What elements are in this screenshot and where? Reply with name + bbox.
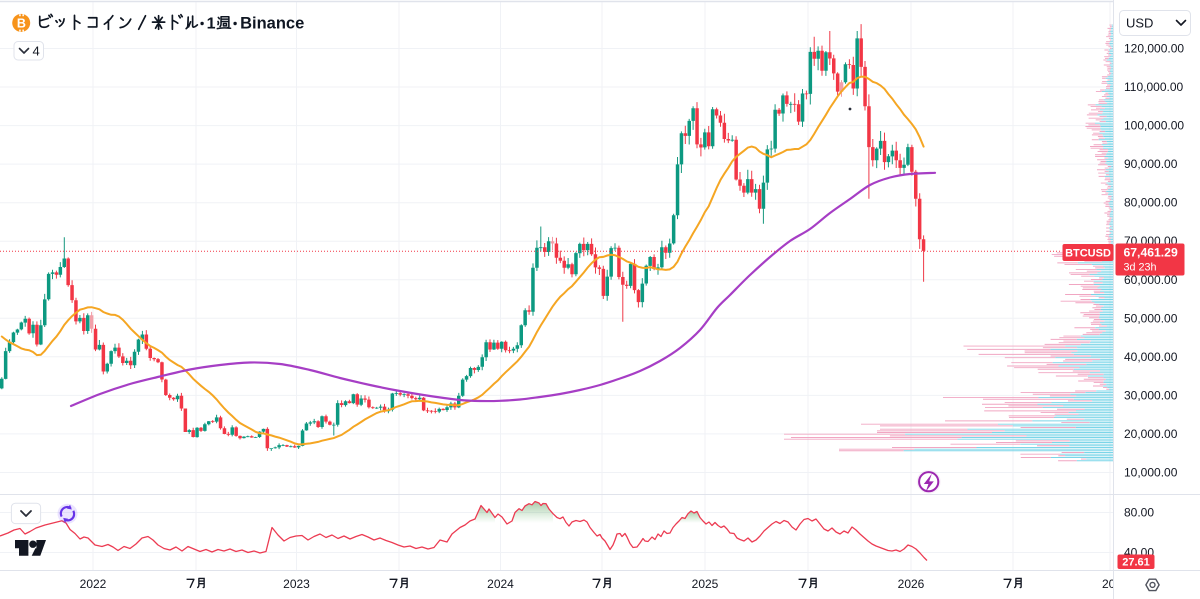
svg-text:20,000.00: 20,000.00	[1124, 427, 1178, 441]
svg-text:2024: 2024	[487, 577, 514, 591]
svg-text:67,461.29: 67,461.29	[1124, 246, 1178, 260]
svg-text:90,000.00: 90,000.00	[1124, 157, 1178, 171]
svg-text:120,000.00: 120,000.00	[1124, 42, 1184, 56]
svg-text:B: B	[17, 16, 26, 30]
svg-text:40,000.00: 40,000.00	[1124, 350, 1178, 364]
svg-text:10,000.00: 10,000.00	[1124, 466, 1178, 480]
svg-text:110,000.00: 110,000.00	[1124, 80, 1183, 94]
svg-text:2023: 2023	[283, 577, 310, 591]
svg-text:50,000.00: 50,000.00	[1124, 311, 1178, 325]
svg-text:3d 23h: 3d 23h	[1124, 262, 1157, 274]
svg-text:60,000.00: 60,000.00	[1124, 273, 1178, 287]
svg-text:1: 1	[207, 16, 216, 33]
svg-text:Binance: Binance	[240, 15, 304, 33]
svg-text:BTCUSD: BTCUSD	[1065, 248, 1111, 260]
svg-text:2025: 2025	[692, 577, 719, 591]
svg-text:27.61: 27.61	[1122, 557, 1150, 569]
svg-text:4: 4	[33, 44, 40, 59]
svg-text:2022: 2022	[80, 577, 107, 591]
svg-text:100,000.00: 100,000.00	[1124, 119, 1184, 133]
svg-text:30,000.00: 30,000.00	[1124, 388, 1178, 402]
svg-text:80,000.00: 80,000.00	[1124, 196, 1178, 210]
svg-text:USD: USD	[1126, 16, 1153, 31]
svg-text:2026: 2026	[898, 577, 925, 591]
svg-text:80.00: 80.00	[1124, 506, 1154, 520]
